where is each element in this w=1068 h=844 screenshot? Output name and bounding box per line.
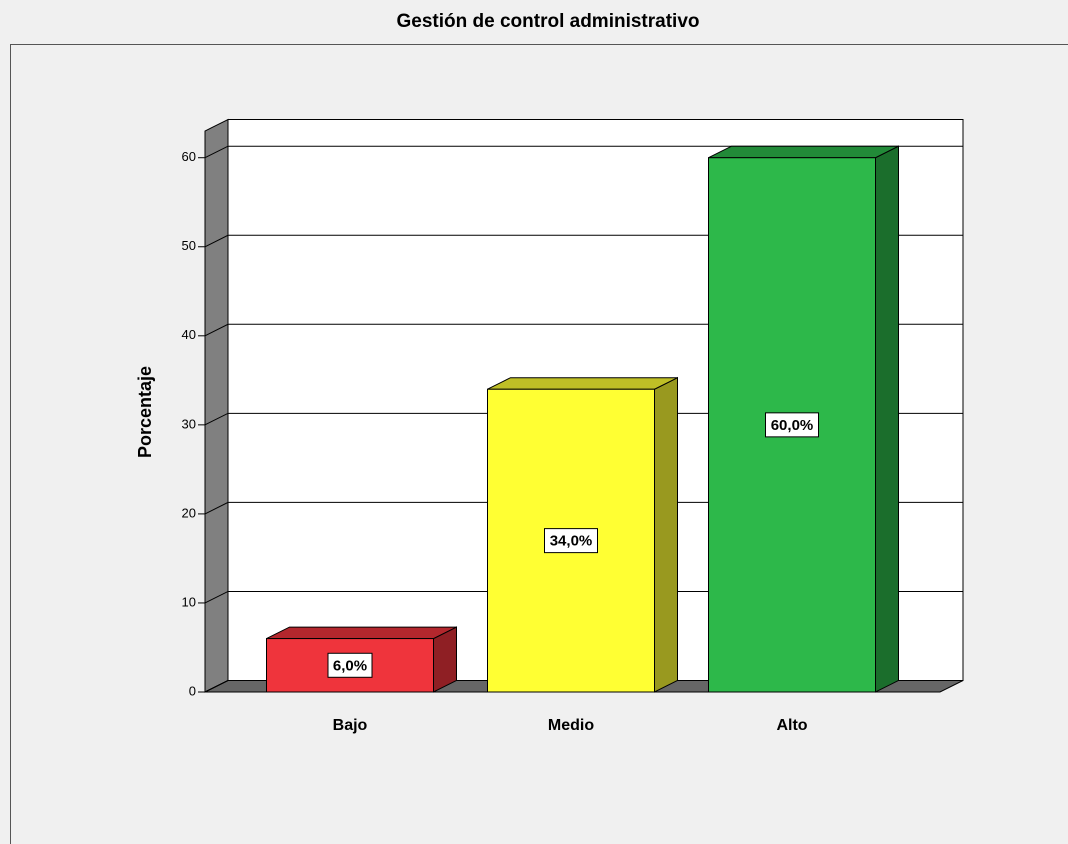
y-tick-label: 50 bbox=[182, 238, 196, 253]
x-tick-label: Alto bbox=[776, 717, 807, 734]
value-label: 60,0% bbox=[771, 417, 814, 434]
grid-line bbox=[204, 145, 963, 159]
bar-top bbox=[266, 626, 457, 640]
y-tick-label: 0 bbox=[189, 683, 196, 698]
bar-side bbox=[875, 145, 899, 693]
y-tick-label: 60 bbox=[182, 149, 196, 164]
y-tick-label: 40 bbox=[182, 327, 196, 342]
x-tick-label: Medio bbox=[548, 717, 594, 734]
chart-title: Gestión de control administrativo bbox=[397, 11, 700, 32]
value-label-box bbox=[765, 412, 819, 438]
bar-side bbox=[654, 376, 678, 693]
bar-top bbox=[708, 145, 899, 159]
x-tick-label: Bajo bbox=[333, 717, 368, 734]
value-label: 34,0% bbox=[550, 533, 593, 550]
value-label-box bbox=[327, 652, 373, 678]
y-axis-label: Porcentaje bbox=[135, 366, 155, 458]
y-tick-label: 10 bbox=[182, 594, 196, 609]
y-tick-label: 30 bbox=[182, 416, 196, 431]
value-label-box bbox=[544, 528, 598, 554]
side-wall bbox=[204, 118, 229, 693]
y-tick-label: 20 bbox=[182, 505, 196, 520]
value-label: 6,0% bbox=[333, 657, 367, 674]
bar-top bbox=[487, 377, 678, 390]
